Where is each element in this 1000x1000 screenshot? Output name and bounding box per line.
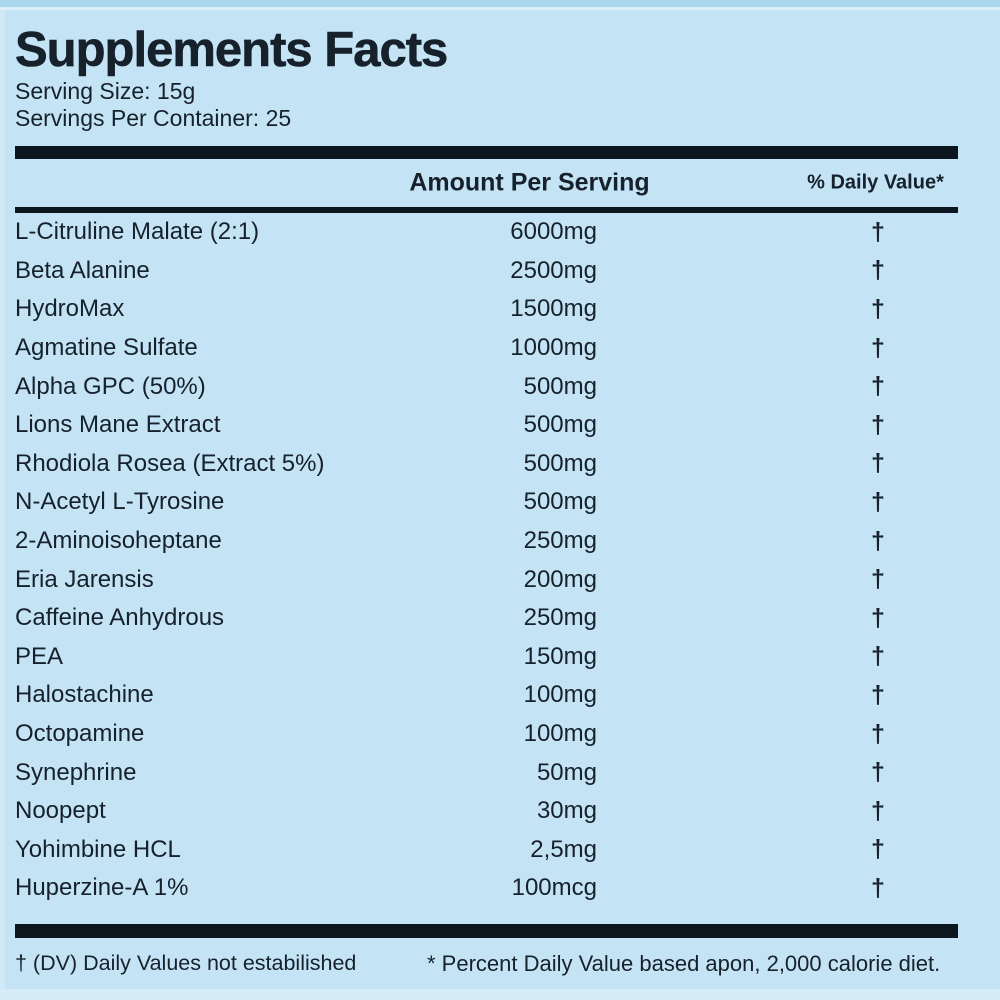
table-row: Halostachine 100mg † [15, 676, 958, 715]
table-row: Synephrine 50mg † [15, 753, 958, 792]
table-row: Agmatine Sulfate 1000mg † [15, 329, 958, 368]
ingredient-name: 2-Aminoisoheptane [15, 527, 222, 555]
ingredient-amount: 6000mg [510, 218, 597, 246]
ingredient-name: Caffeine Anhydrous [15, 604, 225, 632]
daily-value-dagger: † [871, 526, 885, 555]
daily-value-dagger: † [871, 256, 885, 285]
ingredient-amount: 500mg [523, 372, 597, 400]
ingredient-name: L-Citruline Malate (2:1) [15, 218, 260, 246]
ingredient-amount: 100mcg [511, 874, 597, 902]
ingredient-amount: 500mg [523, 449, 597, 477]
daily-value-dagger: † [871, 372, 885, 401]
ingredient-amount: 250mg [523, 527, 597, 555]
footnotes: † (DV) Daily Values not estabilished * P… [15, 951, 958, 981]
ingredient-name: Synephrine [15, 758, 137, 786]
table-row: HydroMax 1500mg † [15, 290, 958, 329]
top-edge-strip [0, 0, 1000, 7]
daily-value-dagger: † [871, 719, 885, 748]
daily-value-dagger: † [871, 873, 885, 902]
ingredient-name: N-Acetyl L-Tyrosine [15, 488, 225, 516]
daily-value-dagger: † [871, 642, 885, 671]
serving-size-text: Serving Size: 15g [15, 78, 196, 104]
footnote-percent-daily-value: * Percent Daily Value based apon, 2,000 … [427, 950, 941, 976]
ingredient-amount: 2500mg [510, 256, 597, 284]
daily-value-dagger: † [871, 796, 885, 825]
table-row: Octopamine 100mg † [15, 715, 958, 754]
ingredient-name: Lions Mane Extract [15, 411, 221, 439]
daily-value-dagger: † [871, 680, 885, 709]
divider-bar-bottom [15, 923, 958, 938]
ingredient-amount: 1500mg [510, 295, 597, 323]
column-header-daily-value: % Daily Value* [807, 171, 944, 194]
daily-value-dagger: † [871, 333, 885, 362]
ingredient-name: Halostachine [15, 681, 154, 709]
ingredient-amount: 250mg [523, 604, 597, 632]
ingredient-amount: 200mg [523, 565, 597, 593]
ingredient-name: Yohimbine HCL [15, 835, 181, 863]
table-row: Huperzine-A 1% 100mcg † [15, 869, 958, 908]
table-row: Alpha GPC (50%) 500mg † [15, 367, 958, 406]
ingredient-name: Octopamine [15, 720, 145, 748]
footnote-daily-values: † (DV) Daily Values not estabilished [15, 950, 357, 975]
ingredient-amount: 100mg [523, 681, 597, 709]
ingredient-name: Rhodiola Rosea (Extract 5%) [15, 449, 325, 477]
left-edge-strip [0, 10, 5, 989]
ingredient-name: Beta Alanine [15, 256, 150, 284]
daily-value-dagger: † [871, 410, 885, 439]
daily-value-dagger: † [871, 758, 885, 787]
table-header-row: Amount Per Serving % Daily Value* [15, 159, 958, 207]
table-row: Lions Mane Extract 500mg † [15, 406, 958, 445]
daily-value-dagger: † [871, 449, 885, 478]
table-row: PEA 150mg † [15, 638, 958, 677]
ingredient-name: Huperzine-A 1% [15, 874, 189, 902]
table-row: 2-Aminoisoheptane 250mg † [15, 522, 958, 561]
ingredient-name: Noopept [15, 797, 106, 825]
ingredient-amount: 1000mg [510, 334, 597, 362]
ingredient-amount: 30mg [536, 797, 597, 825]
daily-value-dagger: † [871, 603, 885, 632]
table-row: Yohimbine HCL 2,5mg † [15, 831, 958, 870]
servings-per-container-text: Servings Per Container: 25 [15, 105, 292, 131]
ingredient-amount: 100mg [523, 720, 597, 748]
ingredient-name: Agmatine Sulfate [15, 334, 198, 362]
table-row: Beta Alanine 2500mg † [15, 252, 958, 291]
ingredient-name: Eria Jarensis [15, 565, 154, 593]
column-header-amount: Amount Per Serving [409, 168, 650, 197]
ingredient-name: HydroMax [15, 295, 125, 323]
divider-line-header [15, 207, 958, 213]
daily-value-dagger: † [871, 565, 885, 594]
table-row: Noopept 30mg † [15, 792, 958, 831]
bottom-edge-strip [0, 989, 1000, 1000]
table-row: Rhodiola Rosea (Extract 5%) 500mg † [15, 445, 958, 484]
table-row: L-Citruline Malate (2:1) 6000mg † [15, 213, 958, 252]
ingredient-amount: 150mg [523, 642, 597, 670]
supplement-facts-panel: Supplements Facts Serving Size: 15g Serv… [15, 10, 958, 981]
ingredient-table: L-Citruline Malate (2:1) 6000mg † Beta A… [15, 213, 958, 908]
daily-value-dagger: † [871, 294, 885, 323]
table-row: N-Acetyl L-Tyrosine 500mg † [15, 483, 958, 522]
ingredient-amount: 50mg [536, 758, 597, 786]
daily-value-dagger: † [871, 217, 885, 246]
divider-bar-top [15, 146, 958, 159]
ingredient-name: PEA [15, 642, 64, 670]
ingredient-name: Alpha GPC (50%) [15, 372, 206, 400]
ingredient-amount: 500mg [523, 488, 597, 516]
daily-value-dagger: † [871, 835, 885, 864]
table-row: Caffeine Anhydrous 250mg † [15, 599, 958, 638]
ingredient-amount: 500mg [523, 411, 597, 439]
table-row: Eria Jarensis 200mg † [15, 560, 958, 599]
page-title: Supplements Facts [15, 23, 449, 78]
top-edge-highlight [0, 7, 1000, 10]
daily-value-dagger: † [871, 487, 885, 516]
ingredient-amount: 2,5mg [530, 835, 597, 863]
